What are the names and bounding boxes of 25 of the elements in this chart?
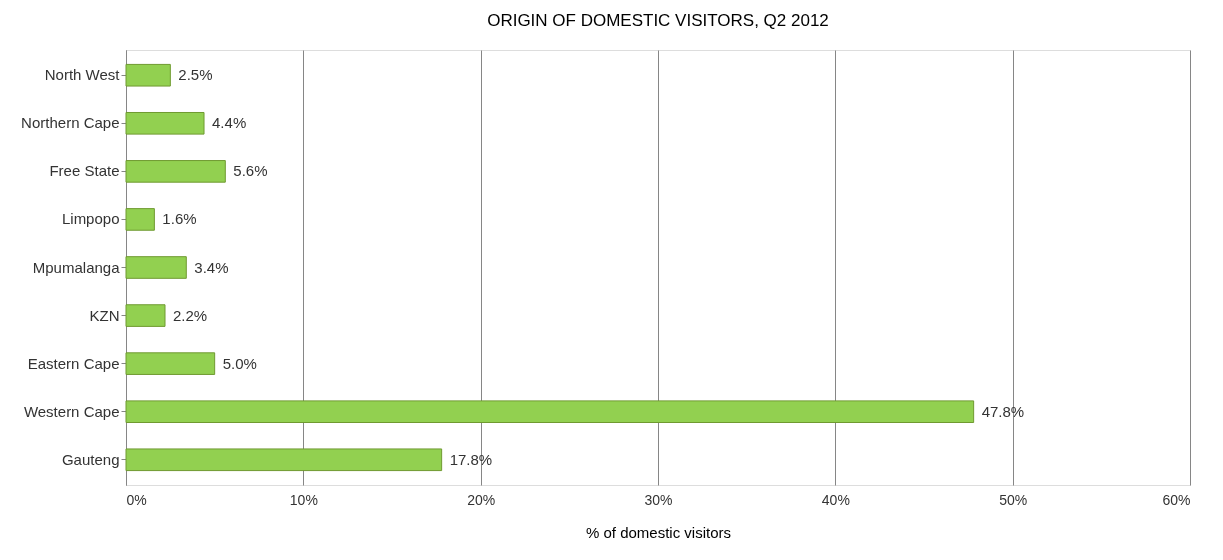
data-label: 3.4% [194,258,229,276]
y-tick-label: Limpopo [61,210,120,228]
x-axis-title: % of domestic visitors [585,523,732,541]
x-tick-label: 30% [644,491,673,508]
x-tick-label: 10% [289,491,318,508]
x-tick-label: 20% [467,491,496,508]
data-label: 1.6% [162,210,197,228]
y-tick-label: Mpumalanga [32,258,121,276]
y-tick-label: Eastern Cape [27,354,120,372]
data-label: 2.5% [178,66,213,84]
y-tick-label: North West [44,66,121,84]
x-tick-label: 40% [821,491,850,508]
y-tick-label: Northern Cape [21,114,120,132]
y-tick-label: KZN [89,306,120,324]
data-label: 4.4% [212,114,247,132]
y-tick-label: Gauteng [61,450,120,468]
data-label: 5.0% [222,354,257,372]
data-label: 5.6% [233,162,268,180]
x-tick-label: 0% [126,491,147,508]
data-label: 2.2% [173,306,208,324]
x-tick-label: 50% [999,491,1028,508]
chart-title: ORIGIN OF DOMESTIC VISITORS, Q2 2012 [487,11,829,30]
y-tick-label: Free State [49,162,120,180]
y-tick-label: Western Cape [23,402,120,420]
x-tick-label: 60% [1162,491,1191,508]
